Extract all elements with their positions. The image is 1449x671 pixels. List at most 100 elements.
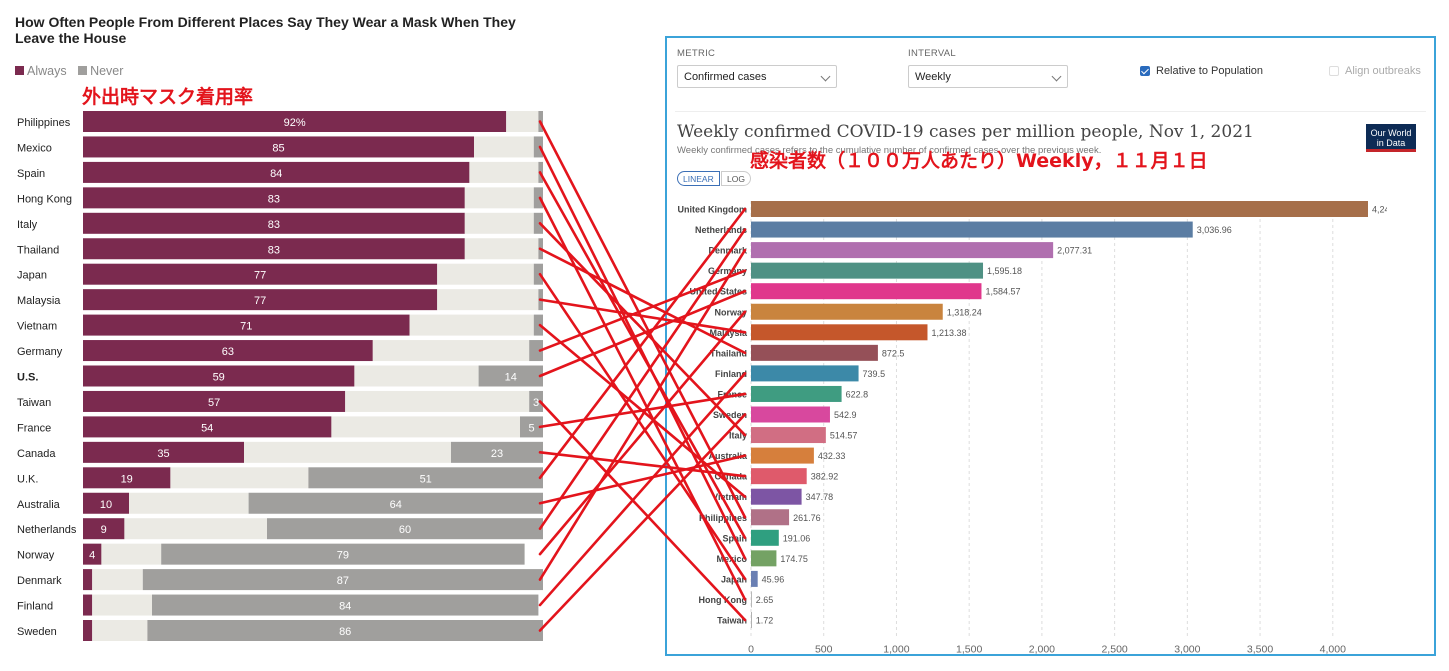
bar-segment-never	[538, 161, 543, 183]
bar-segment-always	[83, 365, 355, 387]
bar-segment-never	[147, 620, 543, 641]
bar-segment-always	[83, 569, 93, 591]
country-label: Thailand	[710, 348, 747, 358]
bar-segment-always	[83, 289, 438, 311]
bar[interactable]	[751, 468, 807, 485]
bar[interactable]	[751, 570, 758, 587]
right-annotation-jp: 感染者数（１００万人あたり）Weekly，１１月１日	[750, 150, 1208, 172]
bar-value-label: 432.33	[818, 451, 846, 461]
bar-value-label: 86	[339, 626, 351, 638]
bar-segment-middle	[244, 441, 451, 463]
bar-value-label: 3,036.96	[1197, 225, 1232, 235]
bar-segment-never	[533, 263, 543, 285]
log-scale-button[interactable]: LOG	[721, 171, 751, 186]
interval-select[interactable]: Weekly	[908, 65, 1068, 88]
bar-value-label: 59	[213, 372, 225, 384]
bar-segment-always	[83, 467, 171, 489]
bar-segment-middle	[372, 340, 530, 362]
country-label: Germany	[17, 346, 63, 358]
bar-segment-always	[83, 390, 346, 412]
bar-value-label: 77	[254, 295, 266, 307]
bar-value-label: 739.5	[863, 369, 886, 379]
bar[interactable]	[751, 365, 859, 382]
relative-to-population-label: Relative to Population	[1156, 65, 1264, 77]
country-label: United Kingdom	[678, 205, 748, 215]
bar-value-label: 71	[240, 321, 252, 333]
align-outbreaks-checkbox[interactable]	[1329, 66, 1339, 76]
bar-value-label: 14	[505, 372, 517, 384]
bar[interactable]	[751, 427, 826, 444]
country-label: Spain	[722, 533, 747, 543]
bar-segment-always	[83, 492, 129, 514]
relative-to-population-checkbox[interactable]	[1140, 66, 1150, 76]
bar[interactable]	[751, 242, 1054, 259]
chevron-down-icon	[820, 71, 831, 82]
legend-always-swatch	[15, 66, 24, 76]
divider	[675, 111, 1426, 112]
country-label: Spain	[17, 168, 45, 180]
bar-value-label: 23	[491, 448, 503, 460]
bar[interactable]	[751, 385, 842, 402]
bar[interactable]	[751, 344, 878, 361]
bar-value-label: 57	[208, 397, 220, 409]
country-label: Finland	[17, 601, 53, 613]
bar-segment-always	[83, 238, 465, 260]
bar-segment-never	[142, 569, 544, 591]
bar-value-label: 92%	[284, 117, 306, 129]
bar-segment-middle	[464, 187, 534, 209]
mask-wearing-chart: Philippines 92% Mexico 85 Spain 84 Hong Kong 83…	[17, 111, 544, 641]
bar-value-label: 87	[337, 575, 349, 587]
bar-segment-always	[83, 340, 373, 362]
covid-cases-chart: 0 500 1,000 1,500 2,000 2,500 3,000 3,500 4,000 U…	[678, 201, 1387, 656]
bar[interactable]	[751, 221, 1193, 238]
country-label: Japan	[721, 574, 747, 584]
bar-segment-middle	[101, 543, 162, 565]
bar-value-label: 261.76	[793, 513, 821, 523]
bar[interactable]	[751, 591, 752, 608]
x-tick-label: 3,500	[1247, 644, 1273, 656]
bar[interactable]	[751, 262, 984, 279]
metric-select[interactable]: Confirmed cases	[677, 65, 837, 88]
country-label: Sweden	[17, 626, 57, 638]
bar-segment-middle	[92, 620, 148, 641]
country-label: Vietnam	[17, 321, 57, 333]
owid-chart-panel: METRIC Confirmed cases INTERVAL Weekly R…	[665, 36, 1436, 656]
bar[interactable]	[751, 406, 830, 423]
country-label: Australia	[708, 451, 748, 461]
country-label: Canada	[714, 472, 748, 482]
bar[interactable]	[751, 550, 777, 567]
bar-value-label: 3	[533, 397, 539, 409]
country-label: Norway	[17, 550, 55, 562]
bar-segment-never	[529, 340, 543, 362]
bar[interactable]	[751, 509, 790, 526]
linear-scale-button[interactable]: LINEAR	[677, 171, 720, 186]
bar[interactable]	[751, 447, 814, 464]
bar[interactable]	[751, 324, 928, 341]
bar[interactable]	[751, 303, 943, 320]
bar-segment-middle	[474, 136, 534, 158]
bar-value-label: 54	[201, 422, 213, 434]
bar-value-label: 77	[254, 270, 266, 282]
bar-segment-never	[538, 111, 543, 132]
country-label: Japan	[17, 270, 47, 282]
bar-segment-middle	[354, 365, 479, 387]
country-label: Taiwan	[17, 397, 51, 409]
bar[interactable]	[751, 529, 779, 546]
bar[interactable]	[751, 201, 1368, 217]
bar[interactable]	[751, 488, 802, 505]
bar[interactable]	[751, 283, 982, 300]
left-legend: Always Never	[15, 64, 123, 78]
owid-logo[interactable]: Our World in Data	[1366, 124, 1416, 152]
bar-value-label: 10	[100, 499, 112, 511]
bar-segment-middle	[170, 467, 309, 489]
bar-value-label: 542.9	[834, 410, 857, 420]
x-tick-label: 0	[748, 644, 754, 656]
bar-value-label: 79	[337, 550, 349, 562]
bar-value-label: 60	[399, 524, 411, 536]
country-label: Italy	[729, 431, 747, 441]
legend-never-swatch	[78, 66, 88, 76]
bar-value-label: 51	[420, 473, 432, 485]
country-label: Netherlands	[17, 524, 77, 536]
bar[interactable]	[751, 612, 752, 628]
bar-segment-always	[83, 518, 125, 540]
